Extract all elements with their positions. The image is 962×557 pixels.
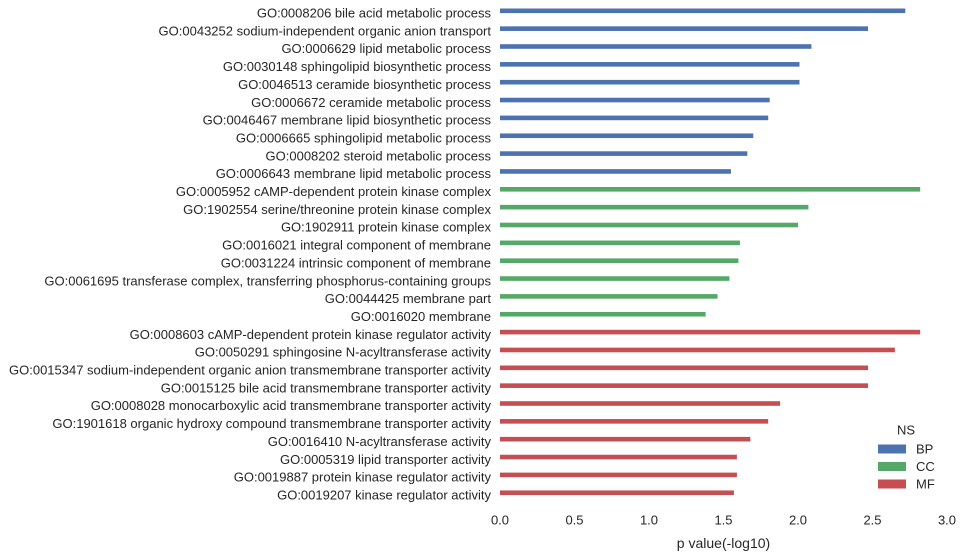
category-label: GO:0019887 protein kinase regulator acti… (234, 470, 492, 485)
bar-cc (500, 258, 739, 263)
bar-cc (500, 187, 921, 192)
category-label: GO:0050291 sphingosine N-acyltransferase… (195, 345, 492, 360)
legend-label: BP (916, 442, 933, 457)
bar-bp (500, 79, 800, 85)
category-label: GO:0044425 membrane part (325, 291, 492, 306)
category-label: GO:0046513 ceramide biosynthetic process (238, 77, 491, 92)
bar-mf (500, 419, 769, 424)
bar-bp (500, 115, 769, 121)
category-label: GO:0019207 kinase regulator activity (277, 487, 491, 502)
category-label: GO:1902554 serine/threonine protein kina… (183, 202, 491, 217)
bar-mf (500, 454, 737, 460)
x-tick-label: 0.0 (491, 513, 509, 528)
bar-cc (500, 294, 718, 299)
category-label: GO:0008603 cAMP-dependent protein kinase… (130, 327, 492, 342)
bar-bp (500, 8, 906, 14)
x-tick-label: 2.0 (789, 513, 807, 528)
category-label: GO:1902911 protein kinase complex (281, 220, 492, 235)
bar-mf (500, 347, 895, 353)
category-label: GO:0016021 integral component of membran… (222, 238, 491, 253)
legend-label: CC (916, 459, 935, 474)
category-label: GO:0015347 sodium-independent organic an… (9, 363, 491, 378)
category-label: GO:0005319 lipid transporter activity (280, 452, 491, 467)
x-tick-label: 3.0 (938, 513, 956, 528)
x-tick-label: 1.5 (714, 513, 732, 528)
bar-mf (500, 401, 781, 406)
legend-swatch-bp (878, 444, 906, 454)
x-axis-title: p value(-log10) (677, 535, 770, 551)
bar-bp (500, 44, 812, 49)
category-label: GO:0006665 sphingolipid metabolic proces… (236, 130, 492, 145)
category-label: GO:0008028 monocarboxylic acid transmemb… (91, 398, 492, 413)
bar-cc (500, 276, 730, 281)
category-label: GO:0043252 sodium-independent organic an… (159, 23, 492, 38)
bar-bp (500, 169, 731, 174)
bar-bp (500, 97, 770, 103)
bar-cc (500, 204, 809, 210)
category-label: GO:0016020 membrane (351, 309, 491, 324)
x-tick-label: 0.5 (565, 513, 583, 528)
category-label: GO:0008206 bile acid metabolic process (257, 6, 492, 21)
legend-label: MF (916, 477, 935, 492)
x-tick-label: 2.5 (863, 513, 881, 528)
bar-cc (500, 222, 798, 228)
category-label: GO:0006672 ceramide metabolic process (251, 95, 491, 110)
legend-swatch-cc (878, 462, 906, 471)
bar-bp (500, 62, 800, 67)
category-label: GO:0015125 bile acid transmembrane trans… (161, 380, 492, 395)
bar-mf (500, 329, 921, 335)
bar-bp (500, 26, 869, 31)
category-label: GO:0061695 transferase complex, transfer… (44, 273, 491, 288)
bar-mf (500, 436, 751, 442)
x-tick-label: 1.0 (640, 513, 658, 528)
category-label: GO:0030148 sphingolipid biosynthetic pro… (223, 59, 492, 74)
category-label: GO:0005952 cAMP-dependent protein kinase… (176, 184, 492, 199)
category-label: GO:0031224 intrinsic component of membra… (221, 255, 491, 270)
bar-cc (500, 240, 740, 246)
legend-swatch-mf (878, 479, 906, 489)
category-label: GO:0008202 steroid metabolic process (266, 148, 492, 163)
legend-title: NS (897, 423, 915, 438)
bar-mf (500, 490, 734, 496)
bar-bp (500, 151, 748, 156)
category-label: GO:0006643 membrane lipid metabolic proc… (216, 166, 492, 181)
category-label: GO:0046467 membrane lipid biosynthetic p… (203, 113, 492, 128)
bar-mf (500, 472, 737, 478)
bar-mf (500, 365, 869, 371)
category-label: GO:0016410 N-acyltransferase activity (268, 434, 492, 449)
bar-cc (500, 311, 706, 317)
category-label: GO:1901618 organic hydroxy compound tran… (52, 416, 491, 431)
bar-bp (500, 133, 754, 139)
bar-mf (500, 383, 869, 388)
category-label: GO:0006629 lipid metabolic process (281, 41, 491, 56)
